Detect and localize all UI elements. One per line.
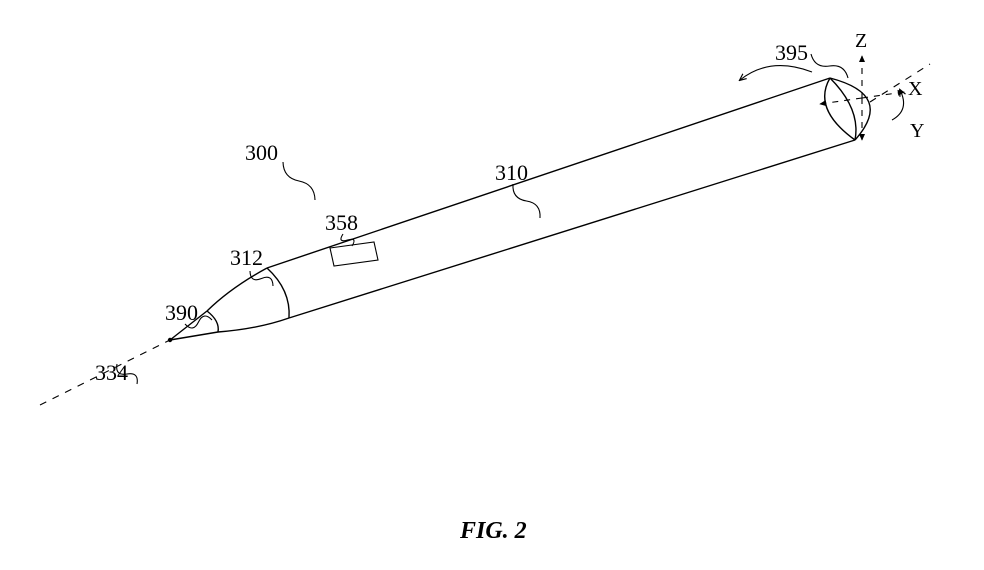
stylus-cap-dome xyxy=(830,78,870,140)
sensor-window xyxy=(330,242,378,266)
cone-bot xyxy=(218,318,289,332)
axis-x-label: X xyxy=(908,78,922,101)
axis-y-rotation-arrow xyxy=(892,90,904,120)
axis-z-label: Z xyxy=(855,30,867,53)
figure-caption: FIG. 2 xyxy=(460,518,527,545)
leader-395 xyxy=(811,54,848,78)
axis-x-pos xyxy=(862,92,904,98)
label-395: 395 xyxy=(775,40,808,66)
cone-top xyxy=(207,268,267,311)
leader-300 xyxy=(283,162,315,200)
label-300: 300 xyxy=(245,140,278,166)
stylus-tip-point xyxy=(168,338,172,342)
leader-312 xyxy=(250,271,273,286)
label-358: 358 xyxy=(325,210,358,236)
body-rotation-arrow xyxy=(740,66,812,80)
figure-stage: 300 310 312 334 358 390 395 X Y Z FIG. 2 xyxy=(0,0,984,570)
leader-310 xyxy=(513,184,540,218)
cone-junction-ellipse xyxy=(267,268,289,318)
label-334: 334 xyxy=(95,360,128,386)
patent-drawing-svg xyxy=(0,0,984,570)
axis-x-neg xyxy=(820,98,862,104)
stylus-end-ellipse-front xyxy=(825,78,855,140)
stylus-body-bottom xyxy=(289,140,855,318)
label-310: 310 xyxy=(495,160,528,186)
label-312: 312 xyxy=(230,245,263,271)
label-390: 390 xyxy=(165,300,198,326)
axis-y-label: Y xyxy=(910,120,924,143)
nose-ring xyxy=(207,311,218,332)
